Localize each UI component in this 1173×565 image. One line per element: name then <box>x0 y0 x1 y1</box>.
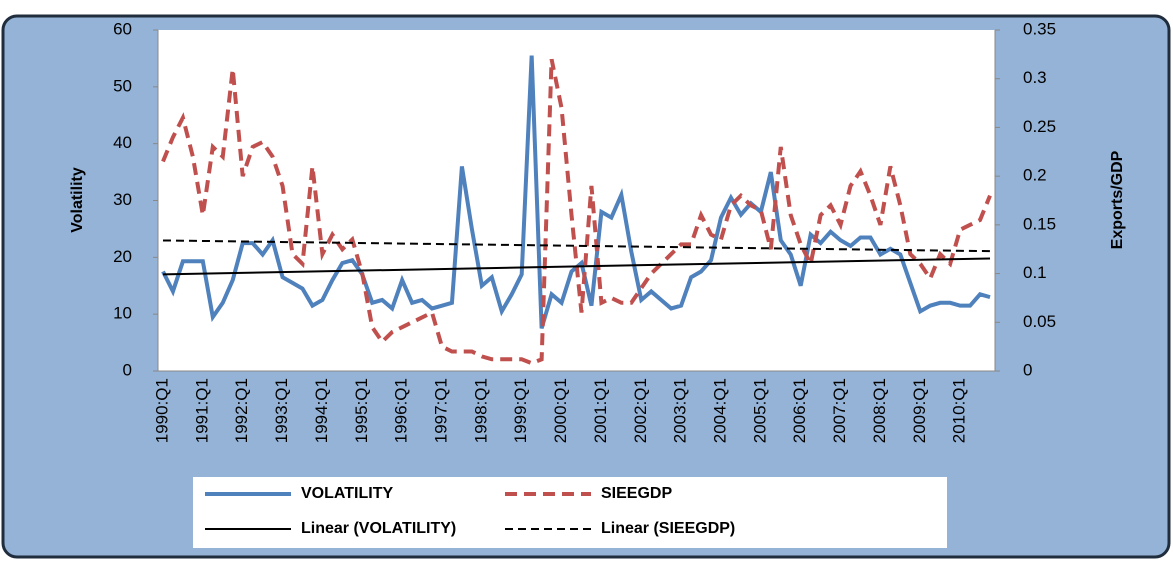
x-tick-label: 2003:Q1 <box>671 378 690 443</box>
x-tick-label: 2008:Q1 <box>870 378 889 443</box>
y2-tick-label: 0.35 <box>1023 19 1056 38</box>
y-tick-label: 10 <box>113 304 132 323</box>
x-tick-label: 1993:Q1 <box>272 378 291 443</box>
y-tick-label: 0 <box>123 360 132 379</box>
y2-tick-label: 0.3 <box>1023 68 1047 87</box>
plot-area <box>158 30 995 371</box>
x-tick-label: 2001:Q1 <box>591 378 610 443</box>
legend-label: Linear (SIEEGDP) <box>601 520 735 537</box>
legend-label: SIEEGDP <box>601 485 672 502</box>
x-tick-label: 1992:Q1 <box>232 378 251 443</box>
legend <box>193 477 947 548</box>
x-tick-label: 1991:Q1 <box>192 378 211 443</box>
x-tick-label: 2004:Q1 <box>710 378 729 443</box>
y-axis-label: Volatility <box>69 167 86 233</box>
trend-line <box>162 257 991 276</box>
y2-axis-label: Exports/GDP <box>1109 150 1126 249</box>
y-tick-label: 40 <box>113 133 132 152</box>
x-tick-label: 1997:Q1 <box>431 378 450 443</box>
x-tick-label: 2010:Q1 <box>950 378 969 443</box>
y2-tick-label: 0.05 <box>1023 312 1056 331</box>
y2-tick-label: 0.2 <box>1023 166 1047 185</box>
x-tick-label: 2006:Q1 <box>790 378 809 443</box>
x-tick-label: 2002:Q1 <box>631 378 650 443</box>
y-tick-label: 30 <box>113 190 132 209</box>
x-tick-label: 2000:Q1 <box>551 378 570 443</box>
y-tick-label: 50 <box>113 76 132 95</box>
x-tick-label: 1998:Q1 <box>471 378 490 443</box>
x-tick-label: 2005:Q1 <box>750 378 769 443</box>
legend-label: Linear (VOLATILITY) <box>301 520 456 537</box>
y2-tick-label: 0 <box>1023 360 1032 379</box>
y-tick-label: 60 <box>113 19 132 38</box>
y2-tick-label: 0.25 <box>1023 117 1056 136</box>
x-tick-label: 1994:Q1 <box>312 378 331 443</box>
x-tick-label: 2007:Q1 <box>830 378 849 443</box>
x-tick-label: 2009:Q1 <box>910 378 929 443</box>
y2-tick-label: 0.1 <box>1023 263 1047 282</box>
x-tick-label: 1999:Q1 <box>511 378 530 443</box>
legend-label: VOLATILITY <box>301 485 393 502</box>
x-tick-label: 1990:Q1 <box>152 378 171 443</box>
x-tick-label: 1996:Q1 <box>392 378 411 443</box>
y2-tick-label: 0.15 <box>1023 214 1056 233</box>
series-line <box>161 58 992 366</box>
y-tick-label: 20 <box>113 247 132 266</box>
x-tick-label: 1995:Q1 <box>352 378 371 443</box>
trend-line <box>162 239 991 253</box>
